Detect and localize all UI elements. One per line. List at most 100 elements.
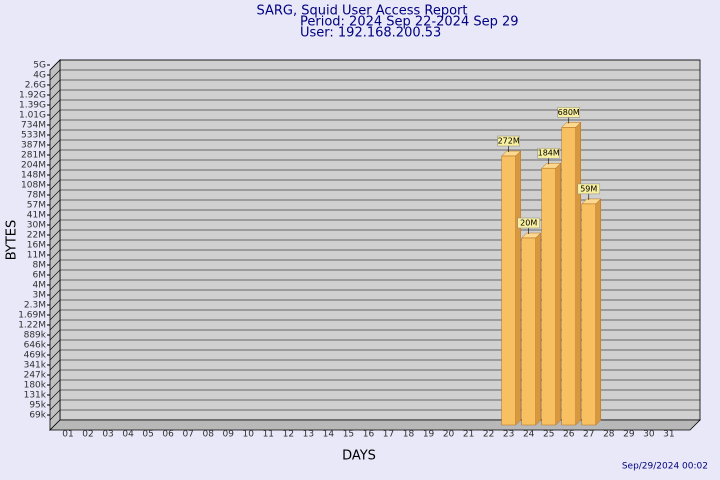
y-tick-label: 131k <box>24 391 47 401</box>
grid-line <box>49 99 61 111</box>
grid-line <box>49 129 61 141</box>
y-tick-label: 2.3M <box>24 301 46 311</box>
bar <box>541 167 556 426</box>
grid-line <box>49 209 61 221</box>
y-tick-label: 1.22M <box>18 321 46 331</box>
y-tick-label: 1.01G <box>19 111 46 121</box>
bar <box>501 155 516 426</box>
grid-line <box>49 169 61 181</box>
grid-line <box>49 319 61 331</box>
bar <box>521 237 536 426</box>
grid-line <box>49 279 61 291</box>
y-axis-label: BYTES <box>5 220 20 261</box>
grid-line <box>49 399 61 411</box>
bar-side <box>555 162 561 426</box>
grid-line <box>49 79 61 91</box>
grid-line <box>49 239 61 251</box>
y-tick-label: 22M <box>27 231 46 241</box>
x-tick-label: 31 <box>663 430 674 440</box>
y-tick-label: 148M <box>21 171 46 181</box>
grid-line <box>49 249 61 261</box>
x-tick-label: 17 <box>383 430 394 440</box>
grid-line <box>49 379 61 391</box>
grid-line <box>49 139 61 151</box>
y-tick-label: 204M <box>21 161 46 171</box>
x-axis-label: DAYS <box>342 449 376 464</box>
y-tick-label: 3M <box>33 291 47 301</box>
grid-line <box>49 179 61 191</box>
grid-line <box>49 119 61 131</box>
grid-line <box>49 269 61 281</box>
x-tick-label: 21 <box>463 430 474 440</box>
label-box <box>517 217 540 229</box>
grid-line <box>49 359 61 371</box>
y-tick-label: 78M <box>27 191 46 201</box>
x-tick-label: 13 <box>303 430 314 440</box>
grid-line <box>49 89 61 101</box>
label-box <box>537 147 560 159</box>
y-tick-label: 4G <box>33 71 46 81</box>
y-tick-label: 734M <box>21 121 46 131</box>
y-tick-label: 889k <box>24 331 47 341</box>
y-tick-label: 469k <box>24 351 47 361</box>
y-tick-label: 95k <box>29 401 46 411</box>
x-tick-label: 23 <box>503 430 514 440</box>
bar <box>581 203 597 426</box>
y-tick-label: 533M <box>21 131 46 141</box>
x-tick-label: 22 <box>483 430 494 440</box>
bar-side <box>535 232 541 426</box>
x-tick-label: 11 <box>263 430 274 440</box>
y-tick-label: 1.92G <box>19 91 46 101</box>
grid-line <box>49 59 61 71</box>
grid-line <box>49 219 61 231</box>
grid-line <box>49 339 61 351</box>
x-tick-label: 19 <box>423 430 435 440</box>
label-box <box>497 135 520 147</box>
value-label: 184M <box>538 149 560 158</box>
y-tick-label: 646k <box>24 341 47 351</box>
bar-side <box>595 198 602 426</box>
y-tick-label: 30M <box>27 221 46 231</box>
grid-line <box>49 389 61 401</box>
x-tick-label: 14 <box>323 430 335 440</box>
y-tick-label: 2.6G <box>25 81 46 91</box>
x-tick-label: 25 <box>543 430 554 440</box>
grid-line <box>49 349 61 361</box>
grid-line <box>49 369 61 381</box>
grid-line <box>49 109 61 121</box>
floor <box>49 419 701 431</box>
grid-line <box>49 299 61 311</box>
grid-line <box>49 199 61 211</box>
x-tick-label: 26 <box>563 430 575 440</box>
grid-line <box>49 309 61 321</box>
y-tick-label: 57M <box>27 201 46 211</box>
subtitle: Period: 2024 Sep 22-2024 Sep 29 <box>300 15 519 30</box>
grid-line <box>49 149 61 161</box>
y-tick-label: 341k <box>24 361 47 371</box>
x-tick-label: 07 <box>182 430 193 440</box>
x-tick-label: 28 <box>603 430 615 440</box>
y-tick-label: 387M <box>21 141 46 151</box>
y-tick-label: 16M <box>27 241 46 251</box>
grid-line <box>49 329 61 341</box>
grid-line <box>49 159 61 171</box>
grid-line <box>49 289 61 301</box>
x-tick-label: 12 <box>283 430 294 440</box>
y-tick-label: 11M <box>27 251 46 261</box>
footer: Sep/29/2024 00:02 <box>622 462 708 472</box>
x-tick-label: 02 <box>82 430 93 440</box>
x-tick-label: 30 <box>643 430 655 440</box>
chart-title: SARG, Squid User Access Report <box>257 4 468 19</box>
value-label: 272M <box>498 137 520 146</box>
y-tick-label: 4M <box>33 281 47 291</box>
x-tick-label: 16 <box>363 430 375 440</box>
y-tick-label: 8M <box>33 261 47 271</box>
subtitle: User: 192.168.200.53 <box>300 26 441 41</box>
y-tick-label: 5G <box>33 61 46 71</box>
y-tick-label: 108M <box>21 181 46 191</box>
y-tick-label: 6M <box>33 271 47 281</box>
bar-side <box>515 150 521 426</box>
x-tick-label: 20 <box>443 430 455 440</box>
x-tick-label: 24 <box>523 430 535 440</box>
